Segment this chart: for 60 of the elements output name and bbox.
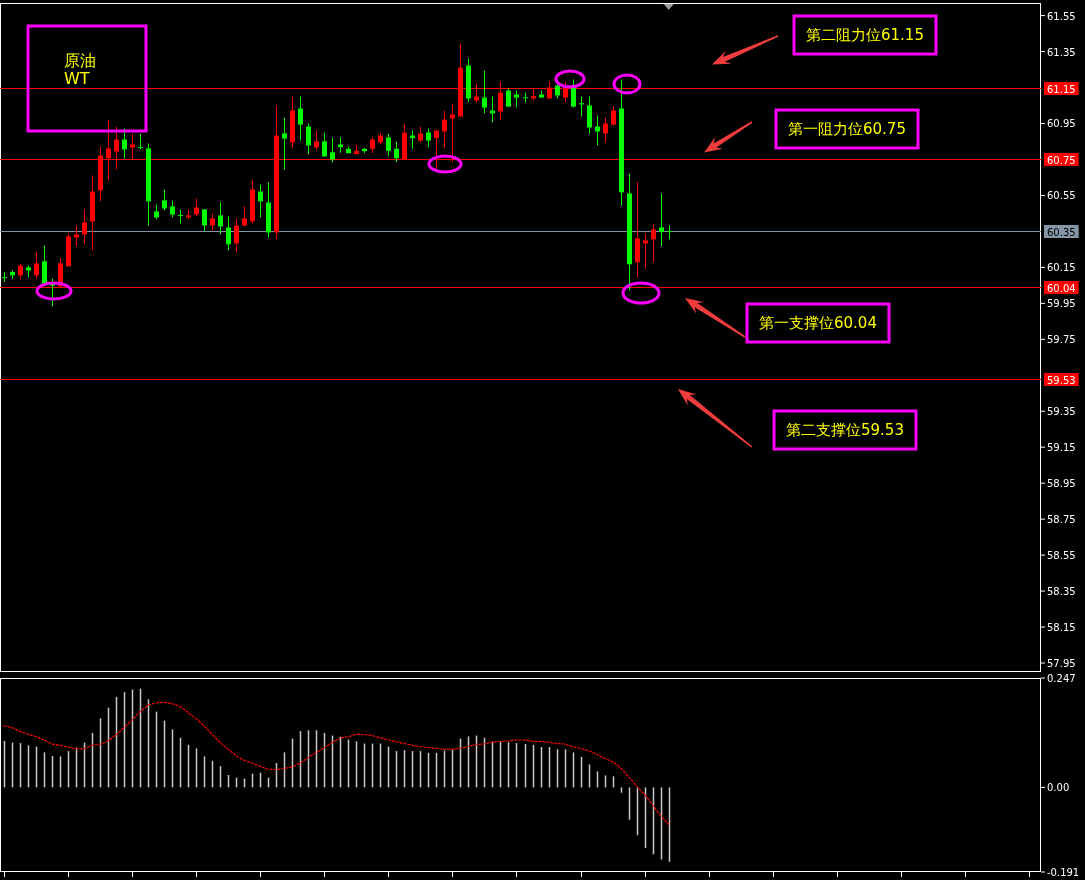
- text: 原油: [64, 51, 96, 70]
- candlestick: [587, 96, 592, 135]
- annotation: 第一阻力位60.75: [788, 120, 906, 138]
- candlestick: [298, 96, 303, 141]
- candlestick: [162, 188, 167, 211]
- candlestick: [258, 183, 263, 218]
- candlestick: [2, 271, 7, 283]
- y-tick-label: 59.95: [1047, 297, 1076, 309]
- candlestick: [242, 205, 247, 227]
- y-tick-label: 58.95: [1047, 477, 1076, 489]
- candlestick: [314, 130, 319, 150]
- candlestick: [394, 140, 399, 163]
- candlestick: [74, 224, 79, 247]
- annotation: 第一支撑位60.04: [759, 314, 877, 332]
- ref-line-label: 60.75: [1047, 154, 1076, 165]
- y-tick-label: -0.191: [1047, 866, 1080, 878]
- candlestick: [603, 117, 608, 144]
- annotation: 第二支撑位59.53: [786, 421, 904, 439]
- y-tick-label: 58.15: [1047, 621, 1076, 633]
- y-tick-label: 0.00: [1047, 781, 1070, 793]
- ref-line-label: 60.35: [1047, 226, 1076, 237]
- candlestick: [42, 244, 47, 286]
- candlestick: [635, 181, 640, 278]
- y-tick-label: 57.95: [1047, 657, 1076, 669]
- y-tick-label: 61.55: [1047, 10, 1076, 22]
- ref-line-label: 60.04: [1047, 282, 1076, 293]
- candlestick: [426, 128, 431, 148]
- candlestick: [667, 224, 672, 240]
- y-tick-label: 59.75: [1047, 333, 1076, 345]
- ref-line-label: 61.15: [1047, 83, 1076, 94]
- y-tick-label: 58.75: [1047, 513, 1076, 525]
- y-tick-label: 0.247: [1047, 672, 1076, 684]
- candlestick: [234, 217, 239, 253]
- y-tick-label: 60.55: [1047, 189, 1076, 201]
- text: WT: [64, 69, 90, 88]
- ref-line-label: 59.53: [1047, 374, 1076, 385]
- candlestick: [386, 133, 391, 157]
- y-tick-label: 60.15: [1047, 261, 1076, 273]
- candlestick: [218, 201, 223, 235]
- candlestick: [226, 215, 231, 251]
- y-tick-label: 59.15: [1047, 441, 1076, 453]
- candlestick: [442, 110, 447, 148]
- candlestick: [202, 208, 207, 232]
- candlestick: [659, 192, 664, 247]
- y-tick-label: 58.55: [1047, 549, 1076, 561]
- candlestick: [306, 122, 311, 155]
- candlestick: [34, 251, 39, 280]
- annotation: 第二阻力位61.15: [806, 26, 924, 44]
- candlestick: [651, 223, 656, 263]
- y-tick-label: 59.35: [1047, 405, 1076, 417]
- candlestick: [330, 137, 335, 164]
- candlestick: [82, 208, 87, 245]
- y-tick-label: 60.95: [1047, 117, 1076, 129]
- candlestick: [178, 208, 183, 224]
- y-tick-label: 61.35: [1047, 46, 1076, 58]
- y-tick-label: 58.35: [1047, 585, 1076, 597]
- line-series: [3, 701, 670, 825]
- candlestick: [122, 128, 127, 159]
- candlestick: [643, 232, 648, 269]
- candlestick: [482, 70, 487, 114]
